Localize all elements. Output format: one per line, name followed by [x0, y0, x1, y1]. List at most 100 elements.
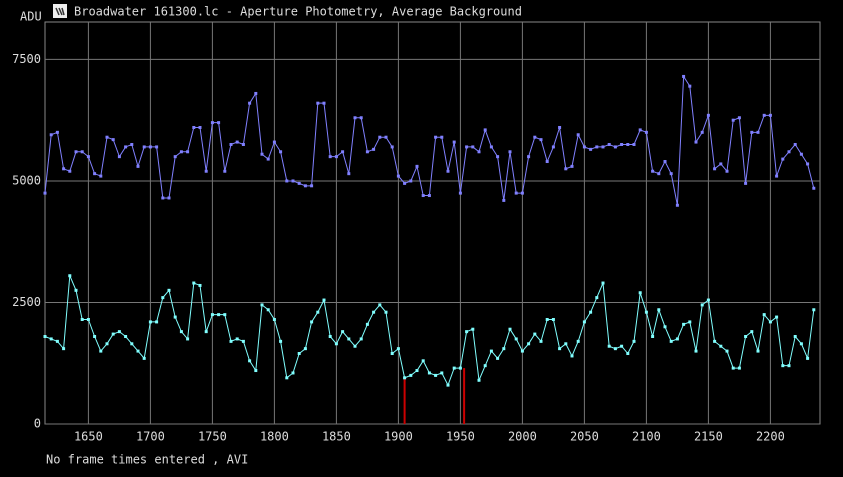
data-point — [86, 155, 90, 159]
data-point — [80, 150, 84, 154]
data-point — [675, 337, 679, 341]
data-point — [551, 317, 555, 321]
data-point — [142, 145, 146, 149]
data-point — [124, 145, 128, 149]
data-point — [210, 121, 214, 125]
data-point — [372, 147, 376, 151]
footer: No frame times entered , AVI — [46, 453, 248, 467]
data-point — [663, 160, 667, 164]
data-point — [260, 303, 264, 307]
data-point — [136, 349, 140, 353]
data-point — [620, 344, 624, 348]
data-point — [43, 191, 47, 195]
data-point — [291, 179, 295, 183]
data-point — [694, 140, 698, 144]
data-point — [204, 169, 208, 173]
chart-title: Broadwater 161300.lc - Aperture Photomet… — [74, 5, 522, 19]
data-point — [303, 347, 307, 351]
data-point — [316, 101, 320, 105]
data-point — [229, 142, 233, 146]
data-point — [415, 164, 419, 168]
data-point — [217, 121, 221, 125]
data-point — [328, 335, 332, 339]
data-point — [117, 330, 121, 334]
data-point — [651, 169, 655, 173]
data-point — [638, 128, 642, 132]
data-point — [731, 366, 735, 370]
data-point — [117, 155, 121, 159]
data-point — [768, 320, 772, 324]
data-point — [799, 342, 803, 346]
data-point — [111, 138, 115, 142]
data-point — [576, 133, 580, 137]
data-point — [713, 167, 717, 171]
data-point — [589, 147, 593, 151]
x-tick-label: 2000 — [508, 430, 537, 444]
data-point — [582, 320, 586, 324]
data-point — [613, 347, 617, 351]
data-point — [458, 366, 462, 370]
data-point — [756, 130, 760, 134]
data-point — [551, 145, 555, 149]
data-point — [105, 135, 109, 139]
data-point — [483, 128, 487, 132]
x-tick-label: 2200 — [756, 430, 785, 444]
data-point — [421, 194, 425, 198]
data-point — [427, 194, 431, 198]
data-point — [787, 150, 791, 154]
data-point — [390, 145, 394, 149]
data-point — [204, 330, 208, 334]
data-point — [682, 74, 686, 78]
data-point — [347, 337, 351, 341]
data-point — [341, 330, 345, 334]
data-point — [223, 313, 227, 317]
data-point — [533, 135, 537, 139]
data-point — [136, 164, 140, 168]
data-point — [576, 339, 580, 343]
data-point — [626, 352, 630, 356]
data-point — [644, 310, 648, 314]
data-point — [186, 150, 190, 154]
data-point — [781, 157, 785, 161]
data-point — [657, 308, 661, 312]
data-point — [378, 135, 382, 139]
data-point — [564, 167, 568, 171]
data-point — [254, 91, 258, 95]
data-point — [409, 373, 413, 377]
data-point — [737, 366, 741, 370]
data-point — [688, 84, 692, 88]
data-point — [55, 130, 59, 134]
data-point — [607, 344, 611, 348]
data-point — [248, 359, 252, 363]
data-point — [737, 116, 741, 120]
data-point — [192, 281, 196, 285]
data-point — [99, 349, 103, 353]
data-point — [43, 335, 47, 339]
data-point — [458, 191, 462, 195]
data-point — [750, 330, 754, 334]
data-point — [235, 140, 239, 144]
app-icon-glyph — [55, 7, 65, 16]
data-point — [632, 142, 636, 146]
data-point — [285, 179, 289, 183]
data-point — [396, 174, 400, 178]
data-point — [706, 113, 710, 117]
data-point — [558, 347, 562, 351]
data-point — [155, 145, 159, 149]
data-point — [130, 342, 134, 346]
data-point — [285, 376, 289, 380]
data-point — [657, 172, 661, 176]
data-point — [179, 150, 183, 154]
data-point — [520, 191, 524, 195]
data-point — [62, 167, 66, 171]
data-point — [750, 130, 754, 134]
y-tick-label: 0 — [34, 417, 41, 431]
data-point — [248, 101, 252, 105]
data-point — [86, 317, 90, 321]
data-point — [564, 342, 568, 346]
data-point — [167, 288, 171, 292]
data-point — [489, 349, 493, 353]
data-point — [378, 303, 382, 307]
data-point — [173, 155, 177, 159]
data-point — [297, 352, 301, 356]
